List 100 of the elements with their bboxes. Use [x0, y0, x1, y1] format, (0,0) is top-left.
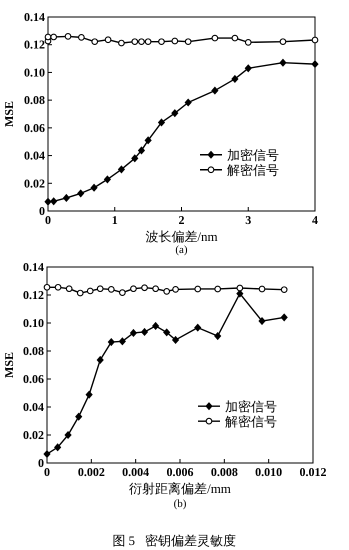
- point: [141, 328, 148, 336]
- point: [64, 33, 72, 40]
- point: [194, 286, 202, 292]
- point: [152, 322, 160, 330]
- y-axis-title: MSE: [2, 100, 16, 128]
- point: [131, 38, 138, 46]
- point: [104, 36, 112, 44]
- point: [144, 38, 152, 46]
- point: [312, 60, 318, 68]
- point: [212, 34, 218, 42]
- point: [280, 286, 288, 294]
- point: [144, 136, 152, 144]
- point: [138, 38, 145, 46]
- point: [152, 285, 159, 292]
- point: [163, 328, 170, 336]
- point: [66, 285, 73, 292]
- point: [118, 40, 125, 46]
- point: [141, 284, 148, 292]
- point: [108, 338, 115, 346]
- point: [119, 289, 126, 296]
- point: [158, 118, 165, 126]
- point: [96, 356, 104, 364]
- point: [118, 166, 125, 174]
- y-tick-label: 0.02: [24, 176, 45, 190]
- x-tick-label: 4: [312, 213, 318, 227]
- point: [96, 285, 104, 292]
- point: [77, 190, 84, 198]
- point: [91, 38, 98, 46]
- point: [76, 290, 84, 296]
- point: [90, 184, 98, 192]
- x-tick-label: 0.012: [300, 465, 326, 479]
- point: [130, 329, 137, 337]
- y-tick-label: 0.08: [24, 93, 45, 108]
- x-axis-title: 衍射距离偏差/mm: [129, 481, 231, 496]
- x-tick-label: 1: [112, 213, 118, 227]
- point: [86, 390, 93, 399]
- x-tick-label: 2: [178, 213, 184, 227]
- point: [258, 286, 266, 292]
- x-axis-title: 波长偏差/nm: [145, 229, 218, 244]
- point: [171, 109, 178, 118]
- text: (b): [174, 498, 187, 510]
- y-tick-label: 0.06: [24, 120, 45, 135]
- point: [44, 34, 52, 40]
- x-tick-label: 0.004: [122, 465, 150, 479]
- y-tick-label: 0: [39, 204, 45, 218]
- y-tick-label: 0.04: [23, 400, 44, 414]
- legend-label: 加密信号: [227, 148, 279, 163]
- point: [280, 314, 288, 322]
- point: [75, 412, 82, 421]
- point: [62, 194, 70, 202]
- point: [172, 286, 179, 293]
- point: [158, 38, 165, 46]
- point: [44, 284, 50, 291]
- x-tick-label: 0.010: [255, 465, 282, 479]
- point: [50, 34, 58, 40]
- point: [108, 286, 115, 293]
- y-tick-label: 0.10: [24, 65, 45, 80]
- x-tick-label: 0.006: [166, 465, 194, 479]
- point: [214, 332, 222, 340]
- x-tick-label: 0.008: [210, 465, 238, 479]
- y-tick-label: 0.12: [23, 288, 44, 302]
- point: [54, 284, 62, 291]
- y-tick-label: 0.02: [23, 428, 44, 442]
- point: [312, 36, 318, 44]
- point: [258, 317, 266, 325]
- legend-label: 加密信号: [225, 399, 277, 414]
- point: [232, 34, 238, 42]
- point: [231, 75, 238, 83]
- point: [279, 58, 286, 67]
- point: [44, 198, 52, 206]
- point: [64, 431, 72, 439]
- y-axis-title: MSE: [2, 352, 16, 378]
- point: [211, 86, 218, 94]
- point: [171, 38, 178, 44]
- x-tick-label: 0.002: [78, 465, 105, 479]
- y-tick-label: 0.14: [24, 10, 45, 24]
- point: [104, 176, 111, 184]
- point: [280, 38, 286, 46]
- point: [118, 337, 126, 346]
- point: [130, 285, 137, 292]
- x-tick-label: 3: [245, 213, 252, 227]
- legend-label: 解密信号: [227, 162, 279, 178]
- point: [50, 197, 58, 206]
- point: [172, 336, 180, 344]
- caption: 图 5 密钥偏差灵敏度: [112, 533, 236, 548]
- point: [44, 450, 50, 458]
- point: [214, 286, 222, 292]
- point: [244, 39, 252, 46]
- point: [131, 154, 138, 162]
- y-tick-label: 0.08: [23, 344, 44, 358]
- y-tick-label: 0: [38, 456, 44, 470]
- point: [163, 288, 170, 295]
- y-tick-label: 0.10: [23, 316, 44, 330]
- point: [194, 324, 202, 332]
- point: [78, 34, 85, 41]
- y-tick-label: 0.06: [23, 372, 44, 386]
- point: [244, 64, 252, 72]
- text: (a): [175, 244, 188, 256]
- point: [138, 146, 145, 154]
- legend-label: 解密信号: [225, 414, 277, 430]
